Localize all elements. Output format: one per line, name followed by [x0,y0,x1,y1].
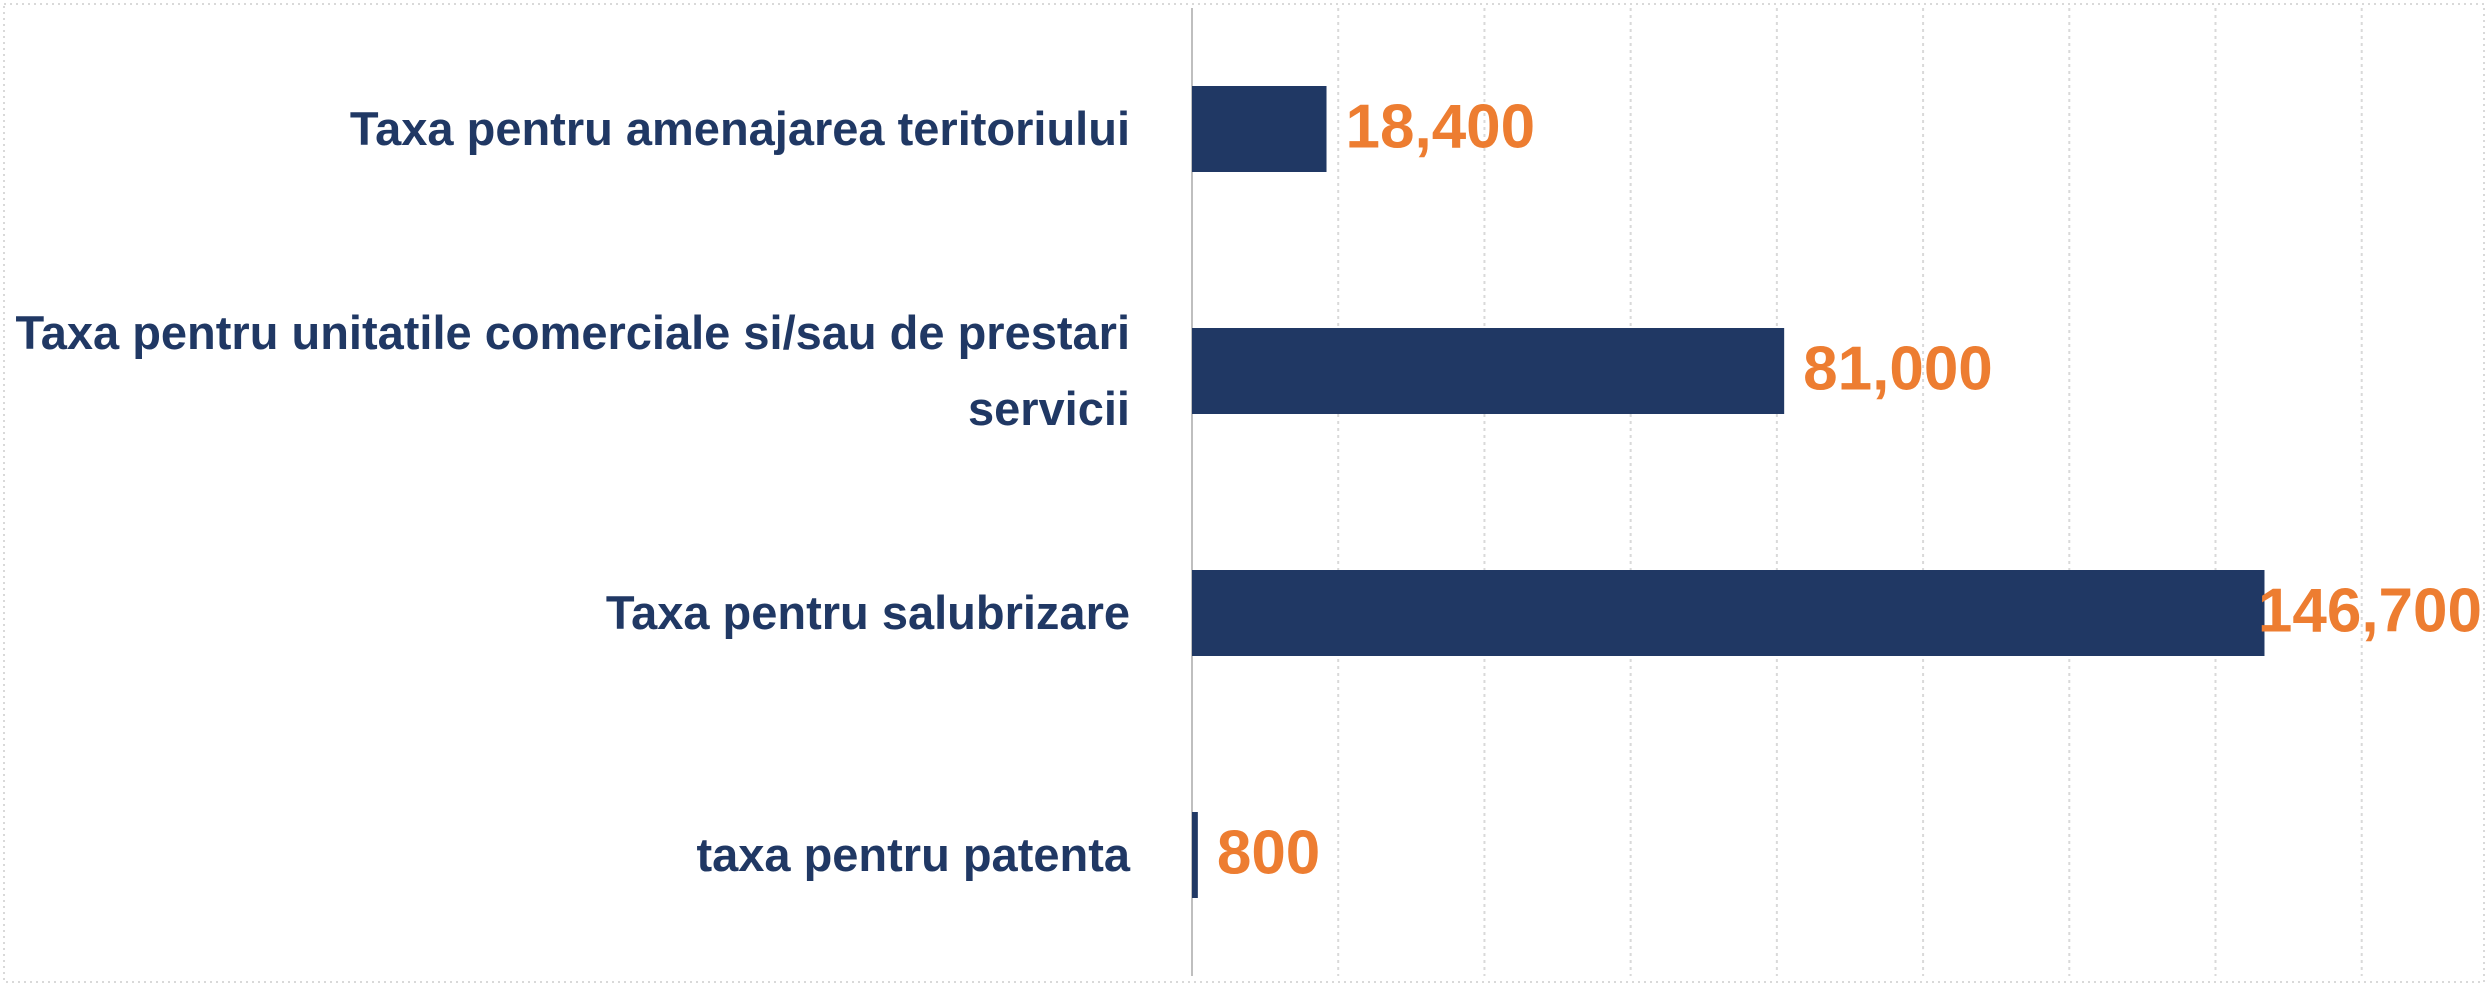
bar [1192,570,2265,656]
bar [1192,812,1198,898]
category-label: Taxa pentru salubrizare [605,586,1130,639]
bar [1192,86,1327,172]
data-label: 81,000 [1803,334,1993,403]
data-label: 18,400 [1346,92,1536,161]
data-label: 146,700 [2258,576,2482,645]
chart-border [3,3,2485,983]
category-label: Taxa pentru unitatile comerciale si/sau … [15,306,1130,435]
bar [1192,328,1785,414]
category-label: taxa pentru patenta [696,828,1130,881]
data-label: 800 [1217,818,1320,887]
category-label: Taxa pentru amenajarea teritoriului [349,102,1130,155]
